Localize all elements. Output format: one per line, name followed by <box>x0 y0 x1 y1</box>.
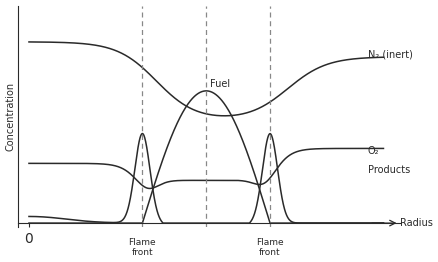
Y-axis label: Concentration: Concentration <box>6 82 15 151</box>
Text: Products: Products <box>367 165 409 175</box>
Text: Radius: Radius <box>399 218 432 228</box>
Text: N₂ (inert): N₂ (inert) <box>367 50 411 60</box>
Text: Flame
front: Flame front <box>256 238 283 257</box>
Text: Fuel: Fuel <box>210 79 230 89</box>
Text: Flame
front: Flame front <box>128 238 156 257</box>
Text: O₂: O₂ <box>367 146 378 156</box>
